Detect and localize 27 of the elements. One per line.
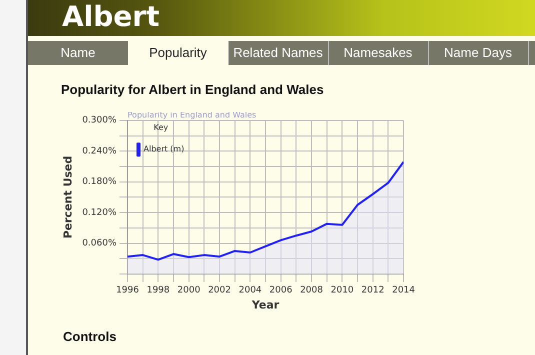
x-tick-label: 1996	[116, 286, 140, 296]
x-axis-title: Year	[250, 298, 280, 312]
text: Popularity	[128, 41, 229, 65]
legend-title: Key	[154, 123, 168, 132]
y-tick-label: 0.120%	[82, 208, 117, 218]
text: Related Names	[228, 41, 329, 65]
x-tick-label: 2002	[208, 286, 231, 296]
x-tick-label: 2006	[269, 286, 293, 296]
y-axis-title: Percent Used	[61, 156, 74, 239]
text: Name	[28, 41, 129, 65]
y-tick-label: 0.240%	[82, 146, 117, 156]
text: Name Days	[428, 41, 529, 65]
x-tick-label: 2000	[177, 286, 201, 296]
x-tick-label: 2014	[392, 286, 416, 296]
x-tick-label: 2012	[361, 286, 384, 296]
text: Controls	[63, 329, 116, 344]
x-tick-label: 2004	[238, 286, 262, 296]
text: Namesakes	[328, 41, 429, 65]
chart-title: Popularity for Albert in England and Wales	[61, 82, 324, 97]
x-tick-label: 2008	[300, 286, 324, 296]
text: Albert	[62, 0, 160, 34]
y-tick-label: 0.300%	[82, 116, 117, 126]
y-tick-label: 0.180%	[82, 177, 117, 188]
y-tick-label: 0.060%	[82, 238, 117, 249]
x-tick-label: 1998	[146, 286, 170, 296]
x-tick-label: 2010	[330, 286, 354, 296]
legend-label: Albert (m)	[144, 144, 184, 154]
